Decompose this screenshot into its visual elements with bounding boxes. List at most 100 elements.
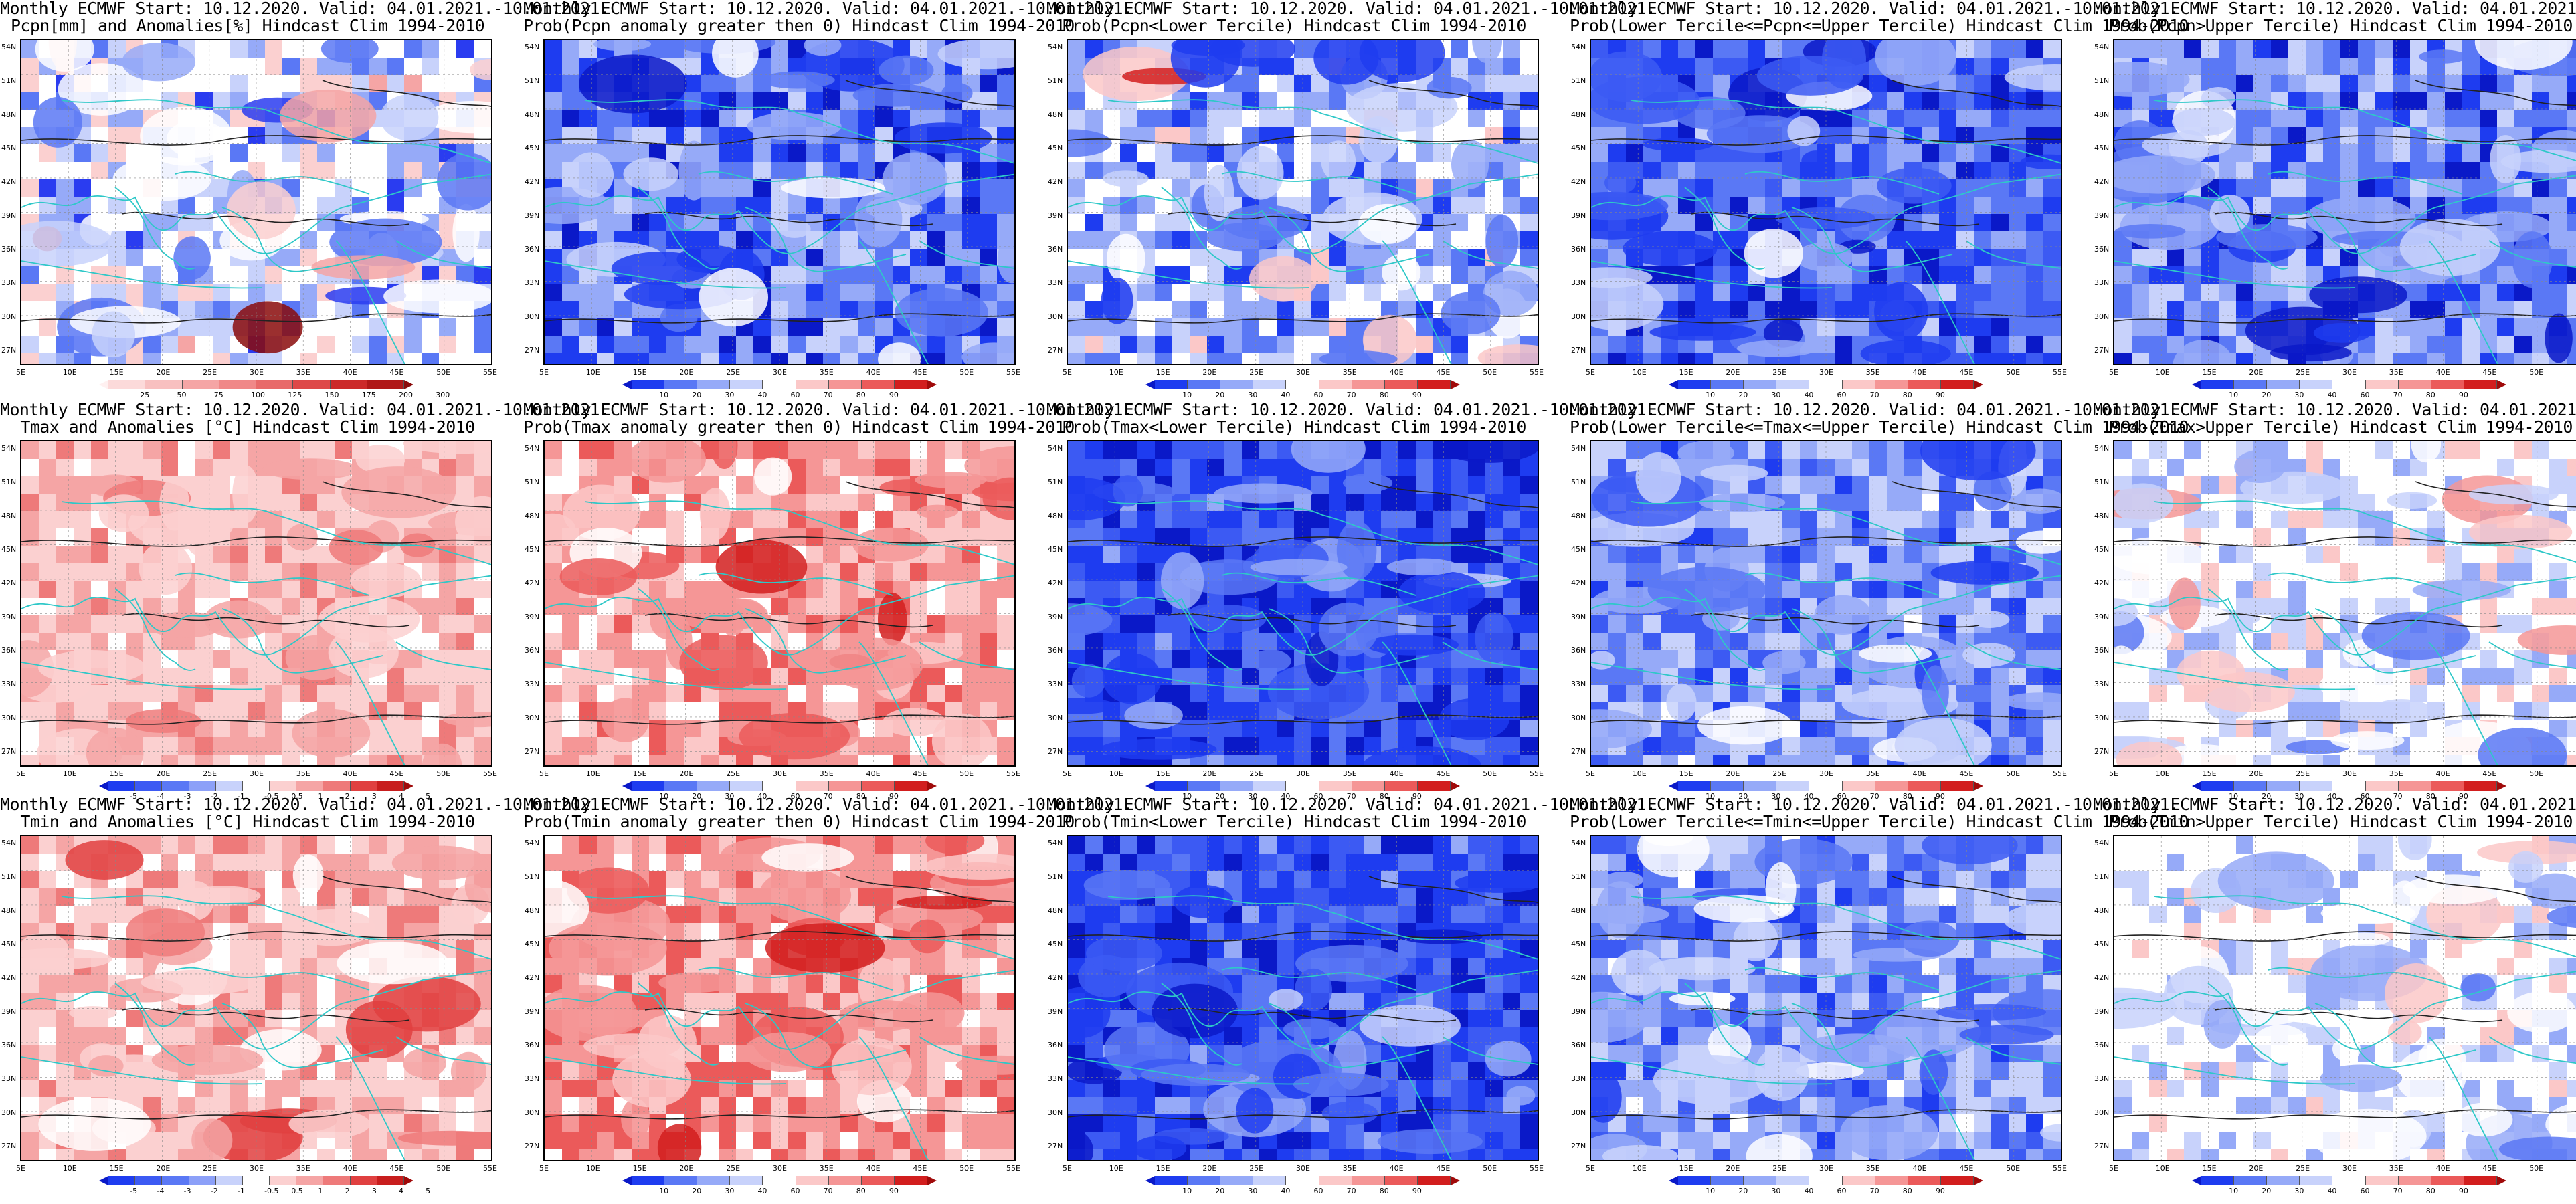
field-cell [1207, 301, 1225, 319]
field-cell [1608, 127, 1627, 145]
field-cell [1991, 58, 2009, 76]
field-blob [1346, 83, 1458, 132]
field-cell [230, 563, 248, 581]
colorbar-max-arrow [404, 380, 413, 389]
field-cell [1364, 702, 1382, 720]
field-cell [980, 110, 998, 128]
field-cell [1661, 179, 1679, 197]
field-cell [945, 563, 963, 581]
field-cell [806, 197, 824, 215]
field-cell [1451, 476, 1469, 494]
field-cell [997, 685, 1014, 703]
field-cell [1608, 353, 1627, 364]
field-cell [1765, 301, 1783, 319]
field-cell [1068, 231, 1086, 249]
field-blob [2004, 64, 2061, 91]
field-cell [474, 581, 491, 599]
lat-tick-label: 39N [525, 211, 540, 220]
field-cell [1172, 249, 1190, 267]
lat-tick-label: 39N [1, 612, 17, 621]
colorbar-tick-label: 40 [1804, 391, 1814, 399]
field-cell [893, 249, 911, 267]
field-cell [2427, 144, 2446, 163]
field-blob [1382, 254, 1421, 291]
field-cell [1433, 511, 1451, 529]
field-cell [1713, 162, 1731, 180]
field-cell [806, 441, 824, 460]
field-cell [195, 336, 213, 354]
field-cell [562, 737, 580, 755]
lon-tick-label: 25E [1772, 368, 1787, 377]
field-cell [997, 668, 1014, 686]
field-blob [2173, 340, 2235, 364]
field-cell [1956, 110, 1974, 128]
lat-tick-label: 51N [525, 478, 540, 487]
lon-tick-label: 25E [203, 368, 217, 377]
field-cell [387, 702, 405, 720]
field-cell [1416, 668, 1434, 686]
field-cell [1503, 476, 1521, 494]
field-cell [1068, 110, 1086, 128]
field-blob [915, 472, 987, 488]
field-cell [649, 755, 667, 765]
field-cell [300, 755, 318, 765]
field-cell [1381, 162, 1399, 180]
field-cell [614, 336, 632, 354]
field-cell [335, 179, 353, 197]
field-cell [195, 737, 213, 755]
field-cell [2114, 249, 2132, 267]
field-cell [614, 650, 632, 668]
coastline [1744, 171, 1940, 195]
field-cell [1085, 563, 1103, 581]
field-cell [2271, 92, 2289, 110]
field-blob [1737, 340, 1817, 357]
field-cell [997, 110, 1014, 128]
field-blob [715, 540, 808, 594]
field-cell [2167, 40, 2185, 58]
lon-tick-label: 5E [1063, 368, 1072, 377]
lon-tick-label: 15E [109, 769, 124, 778]
field-cell [1277, 75, 1295, 93]
lat-tick-label: 42N [525, 579, 540, 588]
field-cell [1956, 162, 1974, 180]
field-cell [962, 511, 980, 529]
field-cell [1451, 546, 1469, 564]
field-cell [823, 476, 841, 494]
coastline [2488, 240, 2576, 268]
field-cell [1904, 127, 1922, 145]
field-cell [230, 737, 248, 755]
field-cell [1207, 459, 1225, 477]
field-cell [1224, 459, 1243, 477]
field-cell [1939, 214, 1957, 232]
field-cell [1190, 685, 1208, 703]
field-cell [1713, 40, 1731, 58]
field-cell [1311, 336, 1329, 354]
field-cell [1190, 441, 1208, 460]
field-cell [282, 58, 300, 76]
field-cell [1974, 179, 1992, 197]
field-cell [178, 336, 196, 354]
field-cell [2026, 318, 2044, 336]
field-cell [806, 284, 824, 302]
field-cell [962, 179, 980, 197]
field-cell [161, 737, 179, 755]
lon-tick-label: 25E [726, 368, 741, 377]
field-cell [1713, 301, 1731, 319]
field-cell [1695, 214, 1714, 232]
field-cell [1416, 494, 1434, 512]
field-cell [771, 353, 789, 364]
field-cell [823, 249, 841, 267]
field-cell [265, 162, 283, 180]
field-cell [545, 127, 563, 145]
field-cell [579, 720, 597, 738]
field-cell [265, 702, 283, 720]
field-cell [701, 127, 719, 145]
field-cell [910, 737, 928, 755]
colorbar-tick-label: 175 [361, 391, 376, 399]
field-cell [1520, 75, 1538, 93]
field-cell [178, 441, 196, 460]
coastline [1591, 260, 1833, 289]
field-blob [21, 221, 114, 267]
field-cell [2149, 301, 2167, 319]
field-blob [329, 530, 384, 565]
